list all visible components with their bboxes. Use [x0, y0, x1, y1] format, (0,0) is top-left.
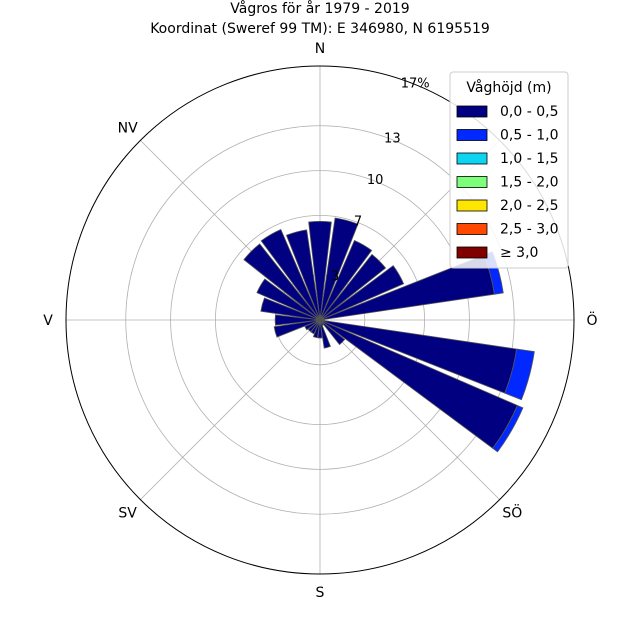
grid-spoke [140, 319, 321, 500]
bar-segment [307, 319, 321, 333]
polar-frame [65, 65, 575, 575]
bar-segment [319, 217, 359, 321]
legend-swatch [456, 199, 488, 212]
bar-segment [492, 404, 524, 453]
bar-segment [274, 314, 321, 326]
direction-label: N [315, 41, 325, 57]
chart-subtitle: Koordinat (Sweref 99 TM): E 346980, N 61… [150, 21, 490, 37]
legend-entry-label: 1,5 - 2,0 [500, 175, 558, 191]
grid-spoke [319, 319, 500, 500]
bar-segment [504, 348, 535, 401]
radial-tick-label: 7 [354, 214, 362, 229]
legend-entry-label: 2,0 - 2,5 [500, 198, 558, 214]
bar-segment [304, 319, 321, 331]
outer-circle [65, 65, 575, 575]
bar-segment [319, 253, 387, 321]
bar-segment [260, 228, 321, 321]
legend-swatch [456, 152, 488, 165]
radial-tick-label: 13 [384, 132, 401, 147]
direction-label: NV [118, 121, 138, 137]
bar-segment [273, 319, 321, 338]
radial-tick-labels: 3 7 10 13 17% [331, 76, 430, 284]
legend-entry-label: ≥ 3,0 [500, 245, 538, 261]
direction-label: SV [118, 505, 137, 521]
direction-label: Ö [586, 311, 597, 329]
direction-label: SÖ [502, 503, 522, 521]
legend-entry-label: 0,0 - 0,5 [500, 104, 558, 120]
legend-title: Våghöjd (m) [466, 79, 551, 96]
chart-title: Vågros för år 1979 - 2019 [230, 0, 409, 17]
legend: Våghöjd (m) 0,0 - 0,5 0,5 - 1,0 1,0 - 1,5 1,… [449, 71, 569, 269]
bar-segment [319, 265, 405, 321]
bar-segment [308, 220, 332, 321]
legend-entry-label: 2,5 - 3,0 [500, 222, 558, 238]
legend-swatch [456, 176, 488, 188]
bar-segment [285, 229, 321, 321]
bar-segment [319, 319, 331, 349]
wind-rose-bars [243, 217, 535, 453]
bar-segment [319, 239, 373, 321]
direction-label: V [43, 313, 53, 329]
radial-tick-label: 17% [401, 76, 430, 91]
legend-swatch [456, 105, 488, 118]
legend-entry-label: 1,0 - 1,5 [500, 151, 558, 167]
radial-tick-label: 3 [331, 270, 339, 285]
bar-segment [256, 278, 321, 321]
direction-labels: N NV V SV S SÖ Ö [43, 41, 597, 601]
legend-swatch [456, 246, 488, 259]
radial-tick-label: 10 [367, 173, 384, 188]
legend-swatch [456, 129, 488, 141]
legend-entry-label: 0,5 - 1,0 [500, 128, 558, 144]
direction-label: S [316, 585, 325, 601]
bar-segment [260, 297, 321, 321]
bar-segment [319, 319, 346, 346]
bar-segment [317, 319, 323, 339]
legend-swatch [456, 223, 488, 235]
bar-segment [243, 243, 321, 321]
legend-box [449, 71, 569, 269]
